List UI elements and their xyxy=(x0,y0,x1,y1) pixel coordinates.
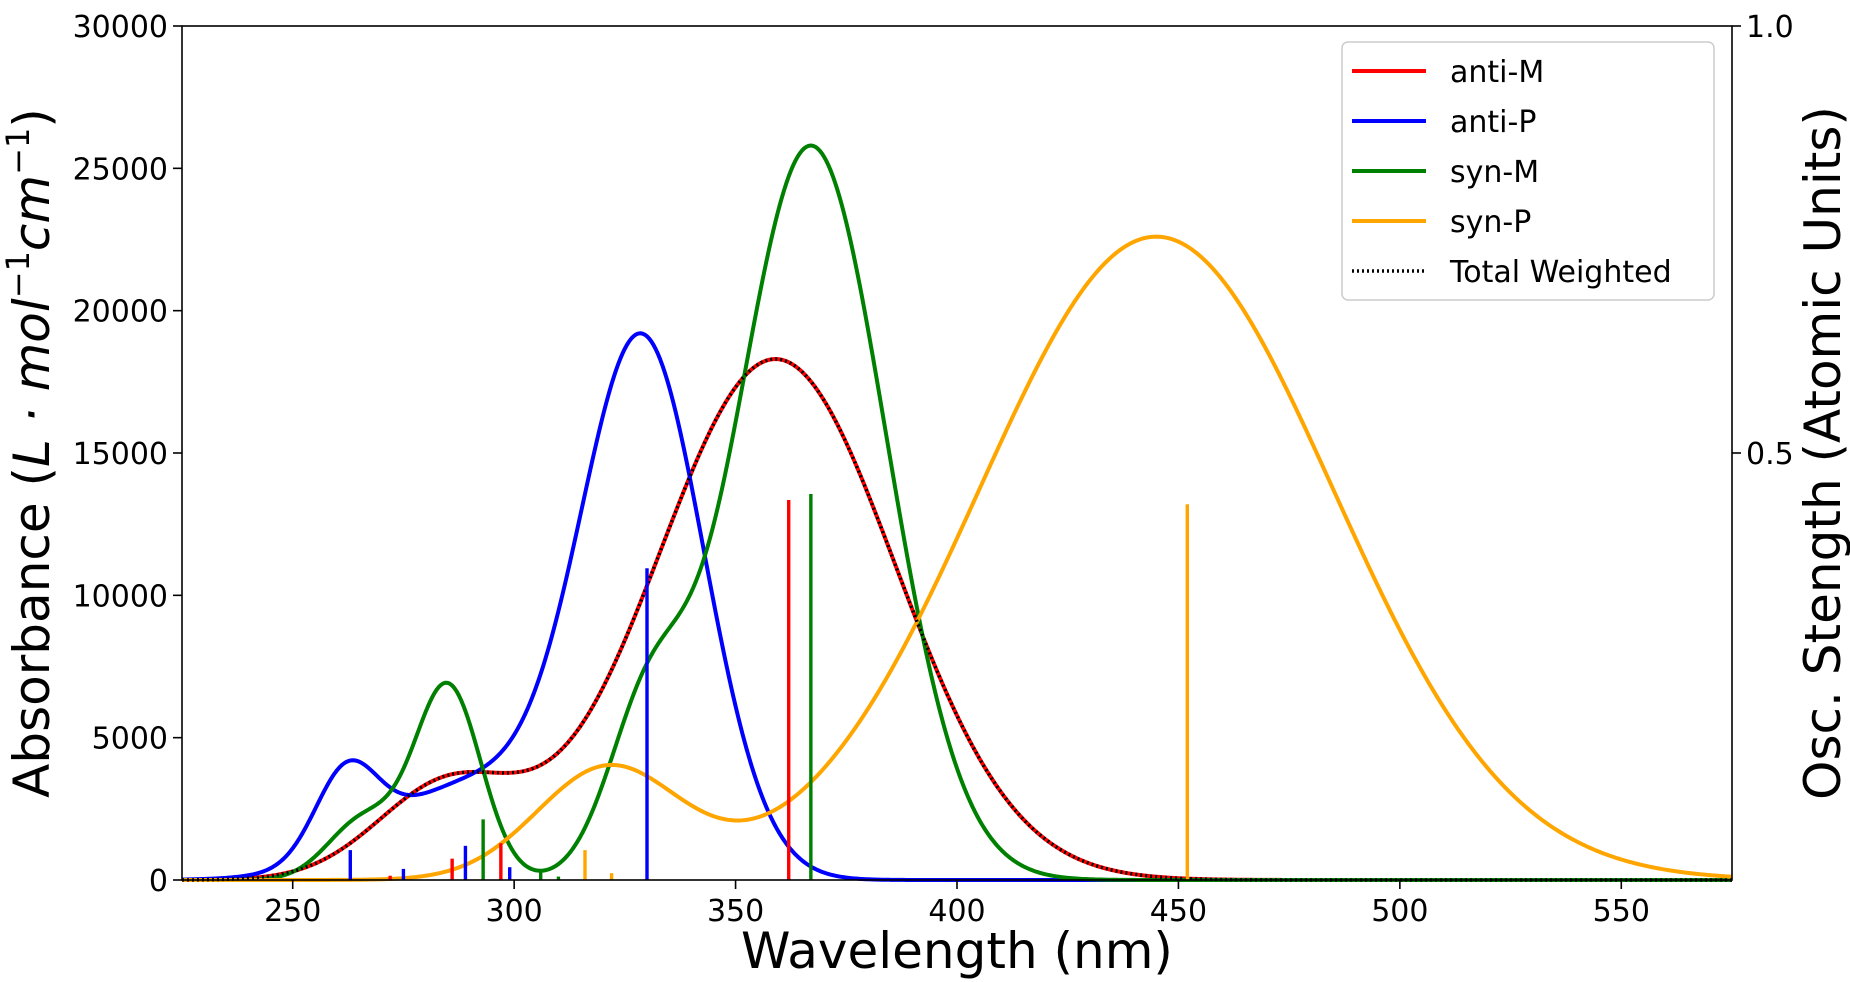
total-weighted-legend-label: Total Weighted xyxy=(1449,255,1672,290)
stick-layer xyxy=(348,493,1189,880)
y-right-tick-label: 1.0 xyxy=(1746,10,1794,45)
left-axis-title-exp-b: −1 xyxy=(0,128,37,175)
x-tick-label: 500 xyxy=(1371,894,1428,929)
y-left-tick-label: 15000 xyxy=(73,437,168,472)
right-axis-title: Osc. Stength (Atomic Units) xyxy=(1794,106,1850,800)
x-tick-label: 550 xyxy=(1593,894,1650,929)
x-tick-label: 450 xyxy=(1150,894,1207,929)
right-axis-ticks: 0.5 1.0 xyxy=(1732,10,1794,472)
left-axis-ticks: 0 5000 10000 15000 20000 25000 30000 xyxy=(73,10,182,899)
anti-p-legend-label: anti-P xyxy=(1450,105,1536,140)
x-axis-title: Wavelength (nm) xyxy=(741,922,1173,980)
y-left-tick-label: 25000 xyxy=(73,152,168,187)
left-axis-title-exp-a: −1 xyxy=(0,251,37,298)
y-left-tick-label: 10000 xyxy=(73,579,168,614)
left-axis-title-unit-b: cm xyxy=(3,175,61,251)
x-tick-label: 400 xyxy=(928,894,985,929)
x-tick-label: 300 xyxy=(486,894,543,929)
y-left-tick-label: 5000 xyxy=(92,722,168,757)
y-right-tick-label: 0.5 xyxy=(1746,437,1794,472)
x-axis-ticks: 250 300 350 400 450 500 550 xyxy=(264,880,1650,929)
x-tick-label: 350 xyxy=(707,894,764,929)
y-left-tick-label: 0 xyxy=(149,864,168,899)
syn-p-legend-label: syn-P xyxy=(1450,205,1531,240)
x-tick-label: 250 xyxy=(264,894,321,929)
legend: anti-M anti-P syn-M syn-P Total Weighted xyxy=(1341,41,1715,301)
syn-m-legend-label: syn-M xyxy=(1450,155,1539,190)
legend-frame xyxy=(1341,41,1715,301)
y-left-tick-label: 30000 xyxy=(73,10,168,45)
left-axis-title-text: Absorbance ( xyxy=(3,467,61,798)
syn-p-curve xyxy=(182,234,1733,882)
anti-m-legend-label: anti-M xyxy=(1450,55,1544,90)
left-axis-title-close: ) xyxy=(3,108,61,128)
left-axis-title: Absorbance (L · mol−1cm−1) xyxy=(0,108,61,798)
left-axis-title-unit-a: L · mol xyxy=(3,298,61,467)
y-left-tick-label: 20000 xyxy=(73,295,168,330)
